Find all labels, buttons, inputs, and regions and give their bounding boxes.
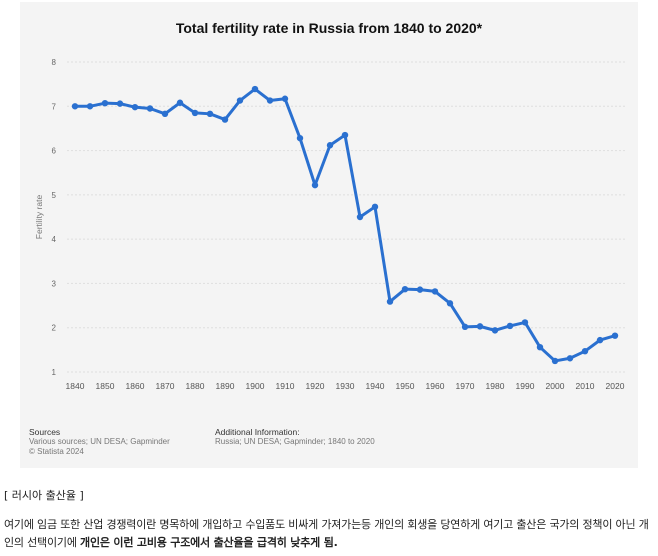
y-tick-label: 3: [52, 279, 57, 288]
x-tick-label: 1850: [96, 381, 115, 391]
x-tick-label: 1960: [426, 381, 445, 391]
additional-info-line: Russia; UN DESA; Gapminder; 1840 to 2020: [215, 437, 375, 446]
x-tick-label: 1970: [456, 381, 475, 391]
x-tick-label: 1860: [126, 381, 145, 391]
data-point: [356, 213, 364, 221]
data-point: [176, 99, 184, 106]
data-point: [491, 327, 499, 334]
data-point: [341, 131, 349, 139]
data-point: [461, 323, 469, 331]
x-tick-label: 1910: [276, 381, 295, 391]
data-point: [596, 336, 604, 344]
data-point: [191, 109, 199, 117]
chart-title: Total fertility rate in Russia from 1840…: [175, 20, 483, 36]
paragraph-text: 여기에 임금 또한 산업 경쟁력이란 명목하에 개입하고 수입품도 비싸게 가져…: [4, 518, 649, 549]
y-tick-label: 2: [52, 324, 57, 333]
x-tick-label: 1930: [336, 381, 355, 391]
data-point: [521, 319, 529, 326]
x-tick-label: 2020: [606, 381, 625, 391]
body-paragraph: 여기에 임금 또한 산업 경쟁력이란 명목하에 개입하고 수입품도 비싸게 가져…: [4, 516, 654, 552]
data-point: [236, 97, 244, 104]
data-point: [446, 300, 454, 307]
data-point: [296, 134, 304, 142]
additional-info-heading: Additional Information:: [215, 427, 300, 437]
data-point: [146, 105, 154, 112]
data-point: [401, 285, 409, 293]
data-point: [311, 181, 319, 189]
y-axis-label: Fertility rate: [34, 195, 44, 240]
data-point: [611, 332, 619, 339]
x-tick-label: 1880: [186, 381, 205, 391]
y-tick-label: 7: [52, 102, 57, 111]
data-point: [506, 322, 514, 330]
x-tick-label: 1890: [216, 381, 235, 391]
y-tick-label: 1: [52, 368, 57, 377]
data-point: [266, 97, 274, 104]
data-point: [101, 99, 109, 107]
data-point: [581, 347, 589, 355]
x-tick-label: 1980: [486, 381, 505, 391]
data-point: [86, 103, 94, 110]
paragraph-bold-text: 개인은 이런 고비용 구조에서 출산율을 급격히 낮추게 됨.: [80, 536, 338, 549]
y-tick-label: 4: [52, 235, 57, 244]
data-point: [371, 203, 379, 211]
x-tick-label: 1990: [516, 381, 535, 391]
data-point: [536, 344, 544, 351]
data-point: [71, 103, 79, 110]
y-tick-label: 5: [52, 191, 57, 200]
x-tick-label: 1900: [246, 381, 265, 391]
x-tick-label: 1920: [306, 381, 325, 391]
data-point: [221, 116, 229, 123]
sources-line: Various sources; UN DESA; Gapminder: [29, 437, 170, 446]
additional-info-block: Additional Information: Russia; UN DESA;…: [215, 427, 375, 447]
data-point: [416, 286, 424, 293]
data-point: [116, 100, 124, 107]
data-point: [551, 357, 559, 365]
y-tick-label: 6: [52, 147, 57, 156]
x-tick-label: 1940: [366, 381, 385, 391]
data-point: [281, 95, 289, 102]
image-caption: [ 러시아 출산율 ]: [4, 489, 84, 502]
data-point: [251, 85, 259, 93]
x-tick-label: 2000: [546, 381, 565, 391]
data-point: [566, 355, 574, 362]
x-tick-label: 2010: [576, 381, 595, 391]
sources-heading: Sources: [29, 427, 61, 437]
data-point: [161, 110, 169, 118]
x-tick-label: 1840: [66, 381, 85, 391]
x-tick-label: 1950: [396, 381, 415, 391]
series-line: [75, 87, 616, 363]
data-point: [131, 103, 139, 111]
data-point: [431, 288, 439, 295]
x-tick-label: 1870: [156, 381, 175, 391]
data-point: [326, 142, 334, 149]
y-tick-label: 8: [52, 58, 57, 67]
chart-panel: Total fertility rate in Russia from 1840…: [20, 2, 638, 468]
data-point: [386, 298, 394, 305]
line-chart: 1 2 3 4 5 6 7 8 1840 1850 1860 1870 1880 1890 1900 1910…: [34, 58, 625, 391]
data-point: [206, 110, 214, 118]
sources-block: Sources Various sources; UN DESA; Gapmin…: [29, 427, 170, 457]
copyright-line: © Statista 2024: [29, 447, 84, 456]
data-point: [476, 323, 484, 330]
